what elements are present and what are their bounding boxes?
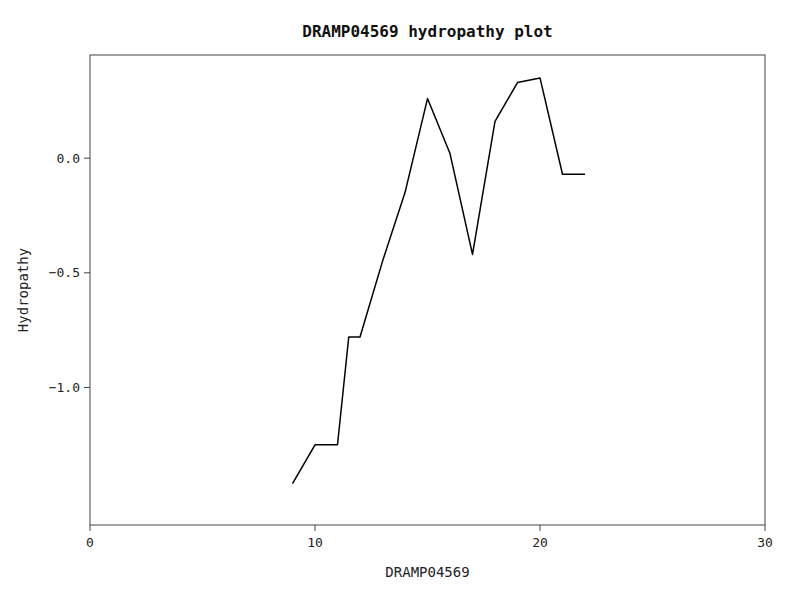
x-tick-label: 30 <box>757 535 773 550</box>
chart: 0 10 20 30 −1.0 −0.5 0.0 DRAMP04569 hydropathy … <box>0 0 800 600</box>
x-tick <box>315 525 316 531</box>
data-line <box>293 78 586 484</box>
x-tick <box>540 525 541 531</box>
y-axis-label: Hydropathy <box>15 248 31 332</box>
x-tick <box>765 525 766 531</box>
x-tick-label: 20 <box>532 535 548 550</box>
y-tick-label: −0.5 <box>49 265 80 280</box>
page: {"chart_data": {"type": "line", "title":… <box>0 0 800 600</box>
y-tick <box>84 272 90 273</box>
y-tick <box>84 387 90 388</box>
chart-title: DRAMP04569 hydropathy plot <box>302 22 552 41</box>
x-tick-label: 10 <box>307 535 323 550</box>
y-tick <box>84 158 90 159</box>
plot-frame <box>90 55 765 525</box>
x-tick-label: 0 <box>86 535 94 550</box>
data-area <box>293 78 586 484</box>
y-tick-label: −1.0 <box>49 380 80 395</box>
y-axis: −1.0 −0.5 0.0 <box>49 151 90 395</box>
x-axis: 0 10 20 30 <box>86 525 773 550</box>
x-axis-label: DRAMP04569 <box>385 564 469 580</box>
x-tick <box>90 525 91 531</box>
y-tick-label: 0.0 <box>57 151 80 166</box>
